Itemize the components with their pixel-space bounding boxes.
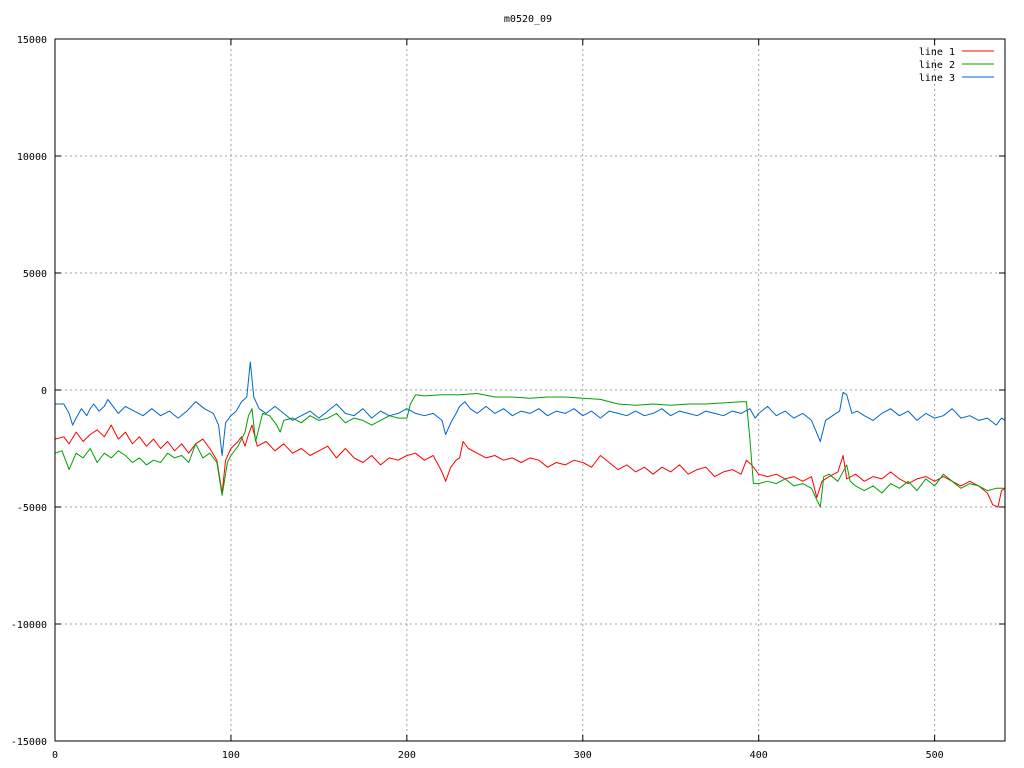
series-line-2: [54, 393, 1005, 508]
x-tick-label: 500: [926, 750, 944, 761]
y-tick-label: 15000: [17, 35, 47, 46]
x-tick-label: 300: [574, 750, 592, 761]
x-tick-label: 200: [398, 750, 416, 761]
x-tick-label: 0: [52, 750, 58, 761]
x-tick-label: 100: [222, 750, 240, 761]
grid-lines: [55, 39, 1005, 741]
y-tick-label: -10000: [11, 620, 47, 631]
legend-label-1: line 1: [919, 47, 955, 58]
y-tick-label: 5000: [23, 269, 47, 280]
axis-ticks: 0 100 200 300 400 500 -15000 -10000 -5000 0 5000 10…: [11, 35, 1005, 761]
chart-title: m0520_09: [504, 14, 552, 25]
y-tick-label: -15000: [11, 737, 47, 748]
y-tick-label: 0: [41, 386, 47, 397]
y-tick-label: 10000: [17, 152, 47, 163]
y-tick-label: -5000: [17, 503, 47, 514]
legend-label-3: line 3: [919, 73, 955, 84]
x-tick-label: 400: [750, 750, 768, 761]
series-lines: [54, 361, 1006, 508]
legend-label-2: line 2: [919, 60, 955, 71]
series-line-3: [55, 361, 1006, 456]
legend: line 1 line 2 line 3: [919, 47, 994, 84]
series-line-1: [54, 424, 1006, 508]
